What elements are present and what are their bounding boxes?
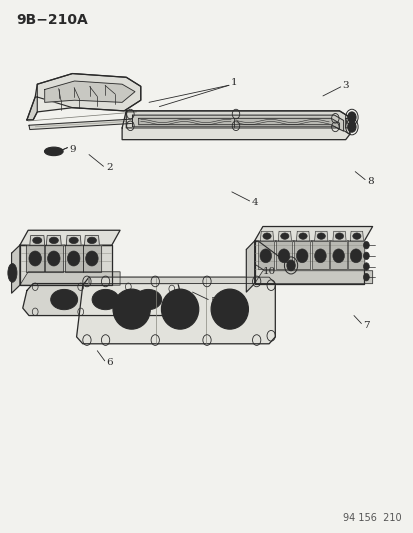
Polygon shape bbox=[29, 118, 146, 130]
Polygon shape bbox=[45, 245, 63, 272]
Ellipse shape bbox=[67, 251, 80, 266]
Ellipse shape bbox=[45, 147, 63, 156]
Polygon shape bbox=[257, 241, 273, 269]
Ellipse shape bbox=[280, 233, 288, 239]
Polygon shape bbox=[275, 241, 292, 269]
Circle shape bbox=[347, 112, 355, 123]
Polygon shape bbox=[314, 231, 327, 241]
Ellipse shape bbox=[50, 289, 78, 310]
Ellipse shape bbox=[259, 249, 271, 263]
Polygon shape bbox=[27, 74, 140, 120]
Ellipse shape bbox=[316, 233, 325, 239]
Text: 6: 6 bbox=[106, 358, 113, 367]
Ellipse shape bbox=[29, 251, 41, 266]
Text: 7: 7 bbox=[362, 321, 369, 329]
Text: 5: 5 bbox=[209, 297, 216, 305]
Polygon shape bbox=[132, 115, 343, 131]
Ellipse shape bbox=[335, 233, 343, 239]
Polygon shape bbox=[76, 277, 275, 344]
Polygon shape bbox=[83, 245, 101, 272]
Polygon shape bbox=[66, 236, 81, 245]
Ellipse shape bbox=[48, 149, 59, 154]
Circle shape bbox=[363, 241, 368, 249]
Ellipse shape bbox=[85, 251, 98, 266]
Ellipse shape bbox=[332, 249, 344, 263]
Text: 2: 2 bbox=[106, 164, 113, 172]
Polygon shape bbox=[20, 230, 120, 245]
Polygon shape bbox=[246, 241, 254, 292]
Polygon shape bbox=[296, 231, 309, 241]
Polygon shape bbox=[254, 241, 363, 284]
Ellipse shape bbox=[161, 289, 198, 329]
Polygon shape bbox=[138, 118, 339, 129]
Polygon shape bbox=[46, 236, 61, 245]
Text: 10: 10 bbox=[262, 268, 275, 276]
Ellipse shape bbox=[69, 237, 78, 244]
Polygon shape bbox=[27, 97, 37, 120]
Polygon shape bbox=[126, 111, 349, 134]
Polygon shape bbox=[26, 245, 44, 272]
Ellipse shape bbox=[217, 296, 242, 322]
Polygon shape bbox=[345, 118, 354, 128]
Ellipse shape bbox=[87, 237, 96, 244]
Ellipse shape bbox=[49, 237, 58, 244]
Circle shape bbox=[286, 260, 294, 271]
Text: 9B−210A: 9B−210A bbox=[17, 13, 88, 27]
Ellipse shape bbox=[296, 249, 307, 263]
Polygon shape bbox=[254, 271, 372, 284]
Text: 4: 4 bbox=[251, 198, 257, 207]
Polygon shape bbox=[332, 231, 345, 241]
Text: 8: 8 bbox=[366, 177, 373, 185]
Ellipse shape bbox=[278, 249, 289, 263]
Text: 9: 9 bbox=[69, 145, 76, 154]
Ellipse shape bbox=[92, 289, 119, 310]
Polygon shape bbox=[347, 241, 363, 269]
Ellipse shape bbox=[167, 296, 192, 322]
Ellipse shape bbox=[113, 289, 150, 329]
Polygon shape bbox=[278, 231, 291, 241]
Polygon shape bbox=[12, 245, 20, 293]
Ellipse shape bbox=[134, 289, 161, 310]
Circle shape bbox=[363, 252, 368, 260]
Circle shape bbox=[363, 263, 368, 270]
Polygon shape bbox=[30, 236, 45, 245]
Polygon shape bbox=[84, 236, 99, 245]
Polygon shape bbox=[20, 272, 120, 285]
Ellipse shape bbox=[352, 233, 360, 239]
Ellipse shape bbox=[47, 251, 60, 266]
Ellipse shape bbox=[8, 264, 17, 282]
Polygon shape bbox=[20, 245, 112, 285]
Polygon shape bbox=[330, 241, 346, 269]
Polygon shape bbox=[260, 231, 273, 241]
Text: 3: 3 bbox=[342, 81, 348, 90]
Ellipse shape bbox=[314, 249, 325, 263]
Polygon shape bbox=[293, 241, 310, 269]
Circle shape bbox=[347, 122, 355, 132]
Polygon shape bbox=[45, 81, 135, 102]
Polygon shape bbox=[349, 231, 363, 241]
Text: 1: 1 bbox=[230, 78, 237, 87]
Polygon shape bbox=[122, 111, 349, 140]
Polygon shape bbox=[89, 277, 275, 284]
Ellipse shape bbox=[262, 233, 271, 239]
Polygon shape bbox=[37, 74, 140, 111]
Polygon shape bbox=[311, 241, 328, 269]
Ellipse shape bbox=[298, 233, 306, 239]
Text: 94 156  210: 94 156 210 bbox=[342, 513, 401, 523]
Ellipse shape bbox=[349, 249, 361, 263]
Circle shape bbox=[363, 273, 368, 281]
Polygon shape bbox=[254, 227, 372, 241]
Polygon shape bbox=[23, 284, 184, 316]
Ellipse shape bbox=[211, 289, 248, 329]
Polygon shape bbox=[64, 245, 83, 272]
Ellipse shape bbox=[33, 237, 42, 244]
Ellipse shape bbox=[119, 296, 144, 322]
